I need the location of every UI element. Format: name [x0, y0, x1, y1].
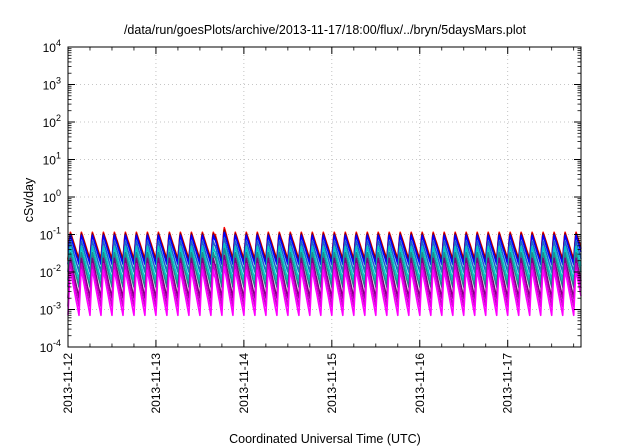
y-tick-base: 10	[40, 266, 54, 280]
x-tick-label: 2013-11-12	[61, 353, 75, 414]
series-line-6	[67, 247, 582, 288]
y-tick-label: 101	[43, 151, 61, 168]
y-tick-base: 10	[43, 41, 57, 55]
y-tick-exponent: -2	[53, 263, 61, 273]
y-tick-base: 10	[43, 154, 57, 168]
series-line-3	[67, 231, 582, 266]
x-tick-label: 2013-11-16	[413, 353, 427, 414]
y-tick-label: 103	[43, 76, 61, 93]
y-tick-exponent: 1	[56, 151, 61, 161]
y-tick-label: 102	[43, 113, 61, 130]
y-tick-base: 10	[40, 341, 54, 355]
y-tick-exponent: 3	[56, 76, 61, 86]
x-tick-label: 2013-11-14	[237, 353, 251, 414]
y-axis-label: cSv/day	[22, 177, 36, 222]
y-tick-exponent: 2	[56, 113, 61, 123]
y-tick-base: 10	[40, 304, 54, 318]
series-line-8	[67, 259, 582, 308]
y-tick-label: 104	[43, 38, 61, 55]
series-line-5	[67, 243, 582, 282]
y-tick-label: 10-1	[40, 226, 61, 243]
axis-ticks	[67, 46, 581, 348]
y-tick-exponent: -4	[53, 338, 61, 348]
chart-title: /data/run/goesPlots/archive/2013-11-17/1…	[124, 23, 527, 37]
y-tick-base: 10	[43, 79, 57, 93]
y-tick-exponent: -1	[53, 226, 61, 236]
x-tick-labels: 2013-11-12 2013-11-13 2013-11-14 2013-11-15…	[61, 353, 515, 414]
series-line-4	[67, 237, 582, 273]
y-tick-label: 10-3	[40, 301, 61, 318]
y-tick-exponent: 4	[56, 38, 61, 48]
y-tick-base: 10	[43, 191, 57, 205]
series-line-9	[67, 265, 582, 317]
x-axis-label: Coordinated Universal Time (UTC)	[229, 432, 421, 446]
y-tick-exponent: 0	[56, 188, 61, 198]
series-layer	[67, 226, 582, 317]
y-tick-label: 10-2	[40, 263, 61, 280]
series-line-7	[67, 254, 582, 300]
x-tick-label: 2013-11-13	[149, 353, 163, 414]
y-tick-label: 100	[43, 188, 61, 205]
x-tick-label: 2013-11-15	[325, 353, 339, 414]
y-tick-exponent: -3	[53, 301, 61, 311]
y-tick-label: 10-4	[40, 338, 61, 355]
x-tick-label: 2013-11-17	[501, 353, 515, 414]
y-tick-base: 10	[40, 229, 54, 243]
y-tick-base: 10	[43, 116, 57, 130]
